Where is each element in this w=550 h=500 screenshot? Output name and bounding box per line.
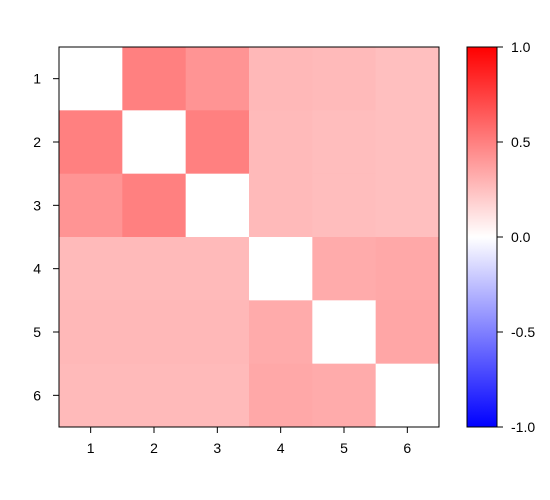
heatmap-cell-r4-c2 xyxy=(122,237,187,301)
heatmap-cell-r3-c4 xyxy=(249,173,313,238)
heatmap-cell-r5-c3 xyxy=(185,300,250,365)
x-axis: 1 2 3 4 5 6 xyxy=(87,426,411,456)
heatmap-cell-r1-c1 xyxy=(59,47,123,111)
colorbar-legend: 1.0 0.5 0.0 -0.5 -1.0 xyxy=(466,39,535,435)
heatmap-cell-r2-c1 xyxy=(59,110,123,175)
heatmap-cell-r4-c4 xyxy=(249,237,313,301)
x-tick-label: 1 xyxy=(87,440,95,456)
heatmap-cells xyxy=(59,47,440,428)
heatmap-cell-r4-c6 xyxy=(375,237,440,301)
colorbar-tick-label: -1.0 xyxy=(511,419,535,435)
heatmap-cell-r1-c4 xyxy=(249,47,313,111)
heatmap-cell-r1-c2 xyxy=(122,47,187,111)
y-tick-label: 2 xyxy=(33,134,41,150)
colorbar-tick-label: -0.5 xyxy=(511,324,535,340)
heatmap-cell-r5-c4 xyxy=(249,300,313,365)
x-tick-label: 6 xyxy=(403,440,411,456)
heatmap-cell-r5-c1 xyxy=(59,300,123,365)
x-tick-label: 4 xyxy=(277,440,285,456)
colorbar-tick-label: 1.0 xyxy=(511,39,531,55)
heatmap-cell-r4-c3 xyxy=(185,237,250,301)
heatmap-cell-r3-c1 xyxy=(59,173,123,238)
heatmap-cell-r5-c5 xyxy=(312,300,377,365)
heatmap-cell-r3-c5 xyxy=(312,173,377,238)
heatmap-cell-r1-c3 xyxy=(185,47,250,111)
heatmap-cell-r6-c1 xyxy=(59,363,123,428)
x-tick-label: 2 xyxy=(150,440,158,456)
heatmap-cell-r3-c2 xyxy=(122,173,187,238)
heatmap-cell-r3-c3 xyxy=(185,173,250,238)
heatmap-cell-r5-c2 xyxy=(122,300,187,365)
heatmap-cell-r1-c5 xyxy=(312,47,377,111)
heatmap-cell-r2-c5 xyxy=(312,110,377,175)
heatmap-cell-r4-c1 xyxy=(59,237,123,301)
heatmap-cell-r2-c4 xyxy=(249,110,313,175)
heatmap-cell-r2-c6 xyxy=(375,110,440,175)
heatmap-cell-r6-c6 xyxy=(375,363,440,428)
y-tick-label: 1 xyxy=(33,71,41,87)
heatmap-cell-r1-c6 xyxy=(375,47,440,111)
y-tick-label: 3 xyxy=(33,197,41,213)
heatmap-cell-r3-c6 xyxy=(375,173,440,238)
heatmap-cell-r6-c4 xyxy=(249,363,313,428)
colorbar-tick-label: 0.5 xyxy=(511,134,531,150)
heatmap-cell-r4-c5 xyxy=(312,237,377,301)
y-tick-label: 6 xyxy=(33,387,41,403)
y-tick-label: 5 xyxy=(33,324,41,340)
heatmap-cell-r2-c3 xyxy=(185,110,250,175)
heatmap-cell-r5-c6 xyxy=(375,300,440,365)
heatmap-cell-r6-c3 xyxy=(185,363,250,428)
colorbar-gradient xyxy=(467,47,497,427)
y-axis: 1 2 3 4 5 6 xyxy=(33,71,60,403)
y-tick-label: 4 xyxy=(33,261,41,277)
heatmap-cell-r2-c2 xyxy=(122,110,187,175)
heatmap-cell-r6-c5 xyxy=(312,363,377,428)
x-tick-label: 3 xyxy=(213,440,221,456)
x-tick-label: 5 xyxy=(340,440,348,456)
heatmap-cell-r6-c2 xyxy=(122,363,187,428)
colorbar-tick-label: 0.0 xyxy=(511,229,531,245)
